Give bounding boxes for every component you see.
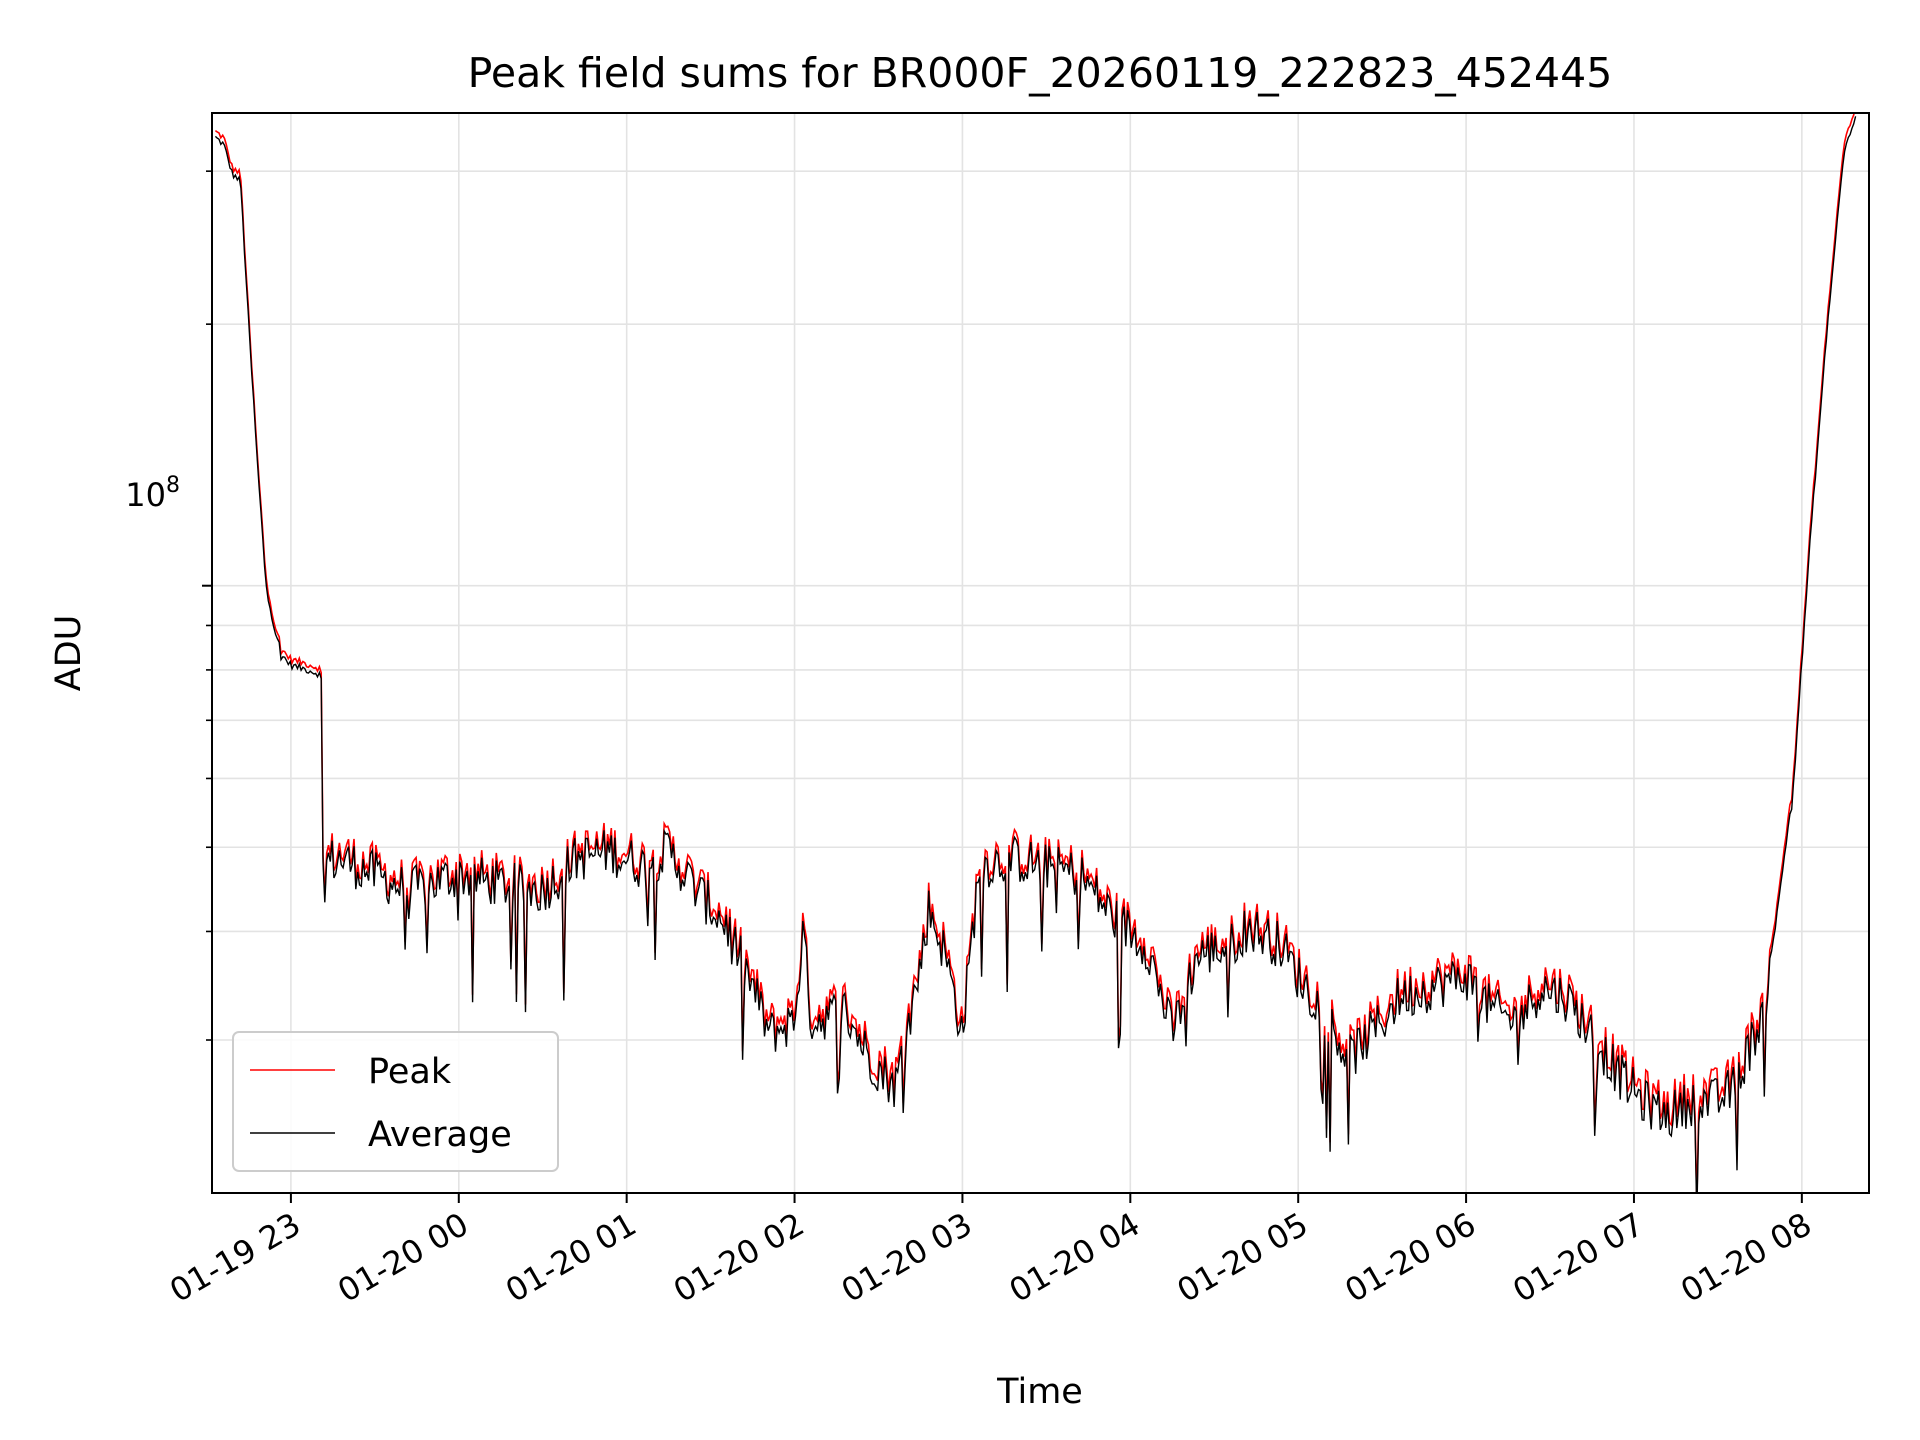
series-line-average	[214, 116, 1857, 1193]
x-tick-label: 01-20 04	[1003, 1205, 1147, 1310]
y-major-tick-label: 108	[125, 473, 180, 514]
x-tick-label: 01-20 06	[1338, 1205, 1482, 1310]
legend: Peak Average	[232, 1031, 559, 1172]
x-tick-label: 01-20 05	[1171, 1205, 1315, 1310]
x-axis: 01-19 23 01-20 00 01-20 01 01-20 02 01-20 03…	[163, 1193, 1818, 1310]
legend-label-peak: Peak	[368, 1052, 452, 1092]
x-tick-label: 01-19 23	[163, 1205, 307, 1310]
x-tick-label: 01-20 01	[499, 1205, 643, 1310]
x-tick-label: 01-20 08	[1674, 1205, 1818, 1310]
legend-label-average: Average	[368, 1115, 512, 1155]
chart-title: Peak field sums for BR000F_20260119_2228…	[468, 49, 1613, 97]
plot-area	[214, 113, 1857, 1193]
legend-box	[232, 1031, 559, 1172]
y-axis: 108	[125, 170, 212, 1041]
y-axis-label: ADU	[49, 615, 89, 692]
x-tick-label: 01-20 07	[1506, 1205, 1650, 1310]
x-tick-label: 01-20 02	[667, 1205, 811, 1310]
plot-frame	[211, 112, 1870, 1194]
x-tick-label: 01-20 03	[835, 1205, 979, 1310]
x-axis-label: Time	[996, 1372, 1083, 1412]
x-tick-label: 01-20 00	[331, 1205, 475, 1310]
